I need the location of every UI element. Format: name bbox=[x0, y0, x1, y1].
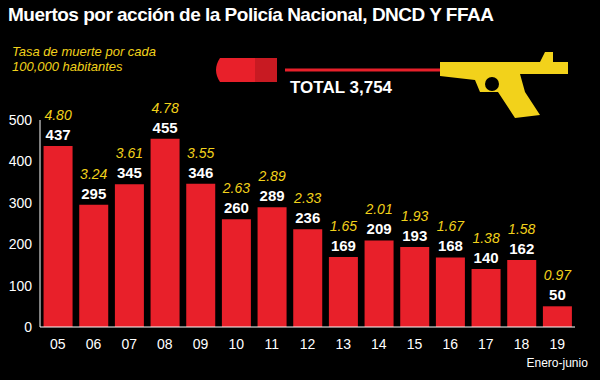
svg-text:Enero-junio: Enero-junio bbox=[526, 356, 588, 370]
svg-text:200: 200 bbox=[9, 236, 33, 252]
svg-text:13: 13 bbox=[335, 336, 351, 352]
html-text:Muertos por acción de la Polic: Muertos por acción de la Policía Naciona… bbox=[8, 4, 494, 25]
svg-text:169: 169 bbox=[331, 237, 356, 254]
svg-text:236: 236 bbox=[295, 209, 320, 226]
svg-text:100: 100 bbox=[9, 278, 33, 294]
svg-text:11: 11 bbox=[265, 336, 280, 352]
html-text:100,000 habitantes: 100,000 habitantes bbox=[12, 59, 123, 74]
svg-text:4.80: 4.80 bbox=[44, 107, 71, 123]
svg-text:18: 18 bbox=[514, 336, 530, 352]
svg-text:162: 162 bbox=[509, 240, 534, 257]
svg-text:437: 437 bbox=[46, 126, 71, 143]
svg-text:1.65: 1.65 bbox=[330, 218, 357, 234]
svg-text:289: 289 bbox=[260, 187, 285, 204]
svg-text:455: 455 bbox=[153, 119, 178, 136]
svg-text:1.67: 1.67 bbox=[437, 218, 465, 234]
svg-text:14: 14 bbox=[371, 336, 387, 352]
svg-text:10: 10 bbox=[228, 336, 244, 352]
svg-text:07: 07 bbox=[121, 336, 137, 352]
svg-text:19: 19 bbox=[549, 336, 565, 352]
svg-text:2.89: 2.89 bbox=[257, 168, 285, 184]
svg-text:400: 400 bbox=[9, 153, 33, 169]
svg-text:06: 06 bbox=[86, 336, 102, 352]
svg-text:0.97: 0.97 bbox=[544, 267, 572, 283]
svg-text:295: 295 bbox=[81, 185, 106, 202]
svg-text:1.93: 1.93 bbox=[401, 208, 428, 224]
svg-text:3.24: 3.24 bbox=[80, 166, 107, 182]
html-text:TOTAL 3,754: TOTAL 3,754 bbox=[290, 78, 392, 97]
svg-text:1.38: 1.38 bbox=[472, 230, 499, 246]
svg-text:168: 168 bbox=[438, 237, 463, 254]
svg-text:140: 140 bbox=[474, 249, 499, 266]
svg-text:15: 15 bbox=[407, 336, 423, 352]
svg-text:50: 50 bbox=[549, 286, 566, 303]
svg-text:2.63: 2.63 bbox=[222, 180, 250, 196]
svg-text:3.61: 3.61 bbox=[116, 145, 143, 161]
svg-text:09: 09 bbox=[193, 336, 209, 352]
svg-text:2.33: 2.33 bbox=[293, 190, 321, 206]
svg-text:0: 0 bbox=[24, 319, 32, 335]
svg-text:209: 209 bbox=[367, 220, 392, 237]
svg-text:193: 193 bbox=[402, 227, 427, 244]
svg-text:3.55: 3.55 bbox=[187, 145, 214, 161]
svg-text:16: 16 bbox=[442, 336, 458, 352]
svg-text:05: 05 bbox=[50, 336, 66, 352]
svg-text:4.78: 4.78 bbox=[151, 100, 178, 116]
svg-text:345: 345 bbox=[117, 164, 142, 181]
html-text:Tasa de muerte por cada: Tasa de muerte por cada bbox=[12, 44, 157, 59]
svg-text:1.58: 1.58 bbox=[508, 221, 535, 237]
svg-text:2.01: 2.01 bbox=[364, 201, 392, 217]
svg-text:300: 300 bbox=[9, 195, 33, 211]
svg-text:346: 346 bbox=[188, 164, 213, 181]
svg-text:08: 08 bbox=[157, 336, 173, 352]
svg-text:260: 260 bbox=[224, 199, 249, 216]
svg-text:17: 17 bbox=[478, 336, 494, 352]
svg-text:12: 12 bbox=[300, 336, 316, 352]
svg-text:500: 500 bbox=[9, 112, 33, 128]
